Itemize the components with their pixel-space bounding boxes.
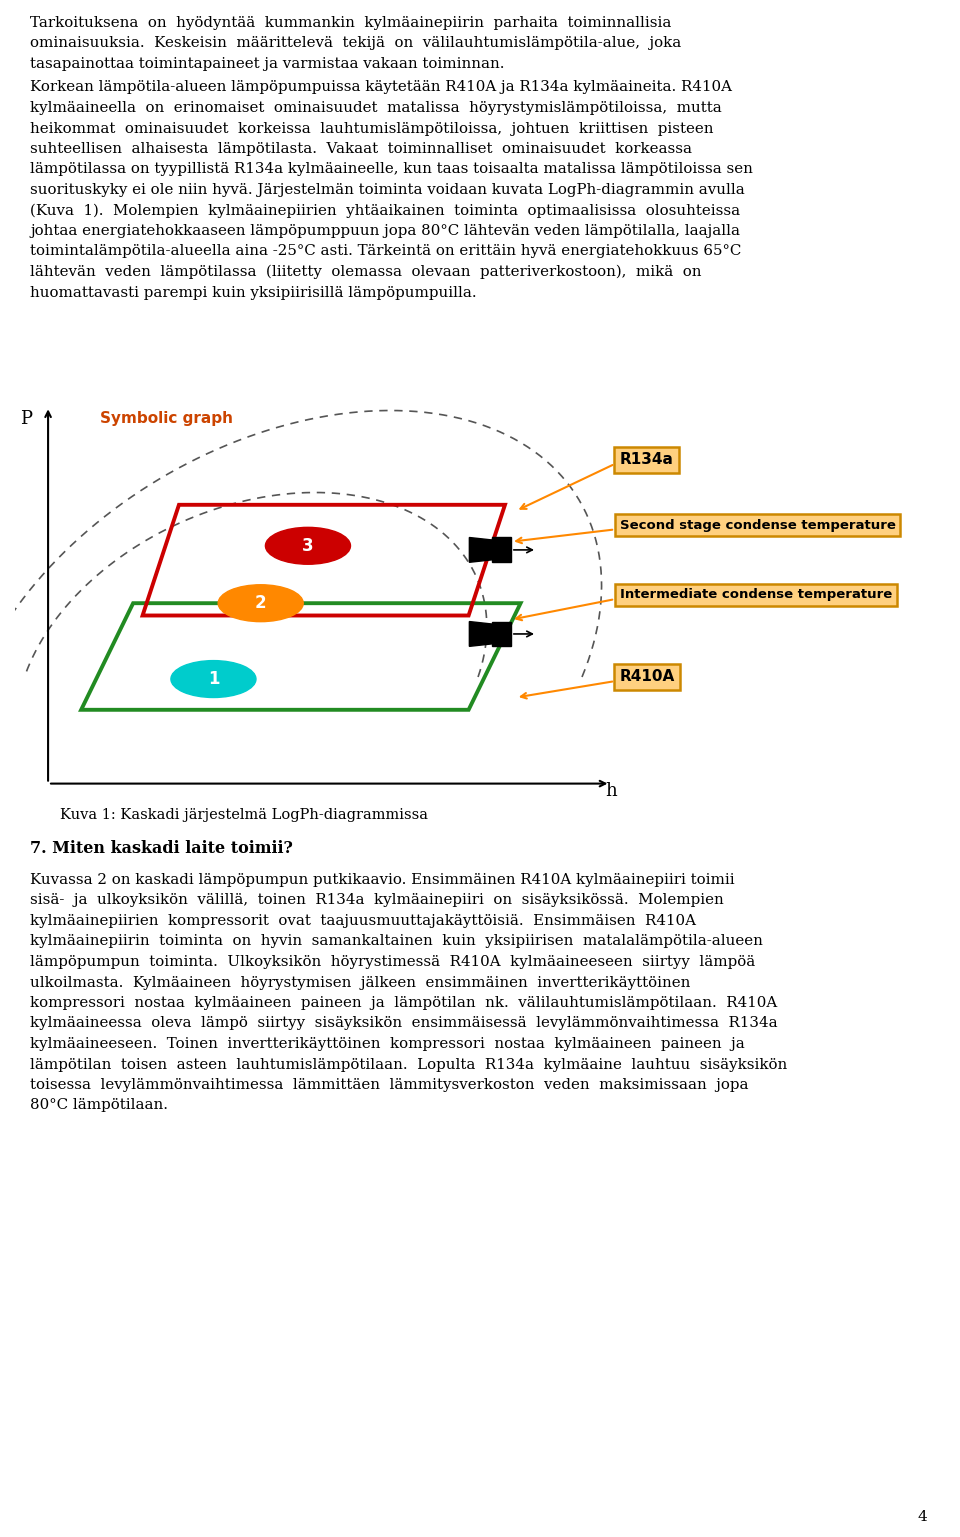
Text: R410A: R410A (620, 670, 675, 684)
Text: sisä-  ja  ulkoyksikön  välillä,  toinen  R134a  kylmäainepiiri  on  sisäyksikös: sisä- ja ulkoyksikön välillä, toinen R13… (30, 893, 724, 907)
Text: heikommat  ominaisuudet  korkeissa  lauhtumislämpötiloissa,  johtuen  kriittisen: heikommat ominaisuudet korkeissa lauhtum… (30, 121, 713, 135)
Text: 1: 1 (207, 670, 219, 689)
Text: toimintalämpötila-alueella aina -25°C asti. Tärkeintä on erittäin hyvä energiate: toimintalämpötila-alueella aina -25°C as… (30, 244, 741, 258)
Text: johtaa energiatehokkaaseen lämpöpumppuun jopa 80°C lähtevän veden lämpötilalla, : johtaa energiatehokkaaseen lämpöpumppuun… (30, 224, 740, 238)
Text: toisessa  levylämmönvaihtimessa  lämmittäen  lämmitysverkoston  veden  maksimiss: toisessa levylämmönvaihtimessa lämmittäe… (30, 1077, 749, 1091)
Text: R134a: R134a (620, 452, 674, 467)
Text: Korkean lämpötila-alueen lämpöpumpuissa käytetään R410A ja R134a kylmäaineita. R: Korkean lämpötila-alueen lämpöpumpuissa … (30, 80, 732, 94)
Text: (Kuva  1).  Molempien  kylmäainepiirien  yhtäaikainen  toiminta  optimaalisissa : (Kuva 1). Molempien kylmäainepiirien yht… (30, 203, 740, 218)
Text: P: P (20, 410, 32, 429)
Text: lämpötilan  toisen  asteen  lauhtumislämpötilaan.  Lopulta  R134a  kylmäaine  la: lämpötilan toisen asteen lauhtumislämpöt… (30, 1057, 787, 1071)
Text: suhteellisen  alhaisesta  lämpötilasta.  Vakaat  toiminnalliset  ominaisuudet  k: suhteellisen alhaisesta lämpötilasta. Va… (30, 141, 692, 155)
Text: lämpöpumpun  toiminta.  Ulkoyksikön  höyrystimessä  R410A  kylmäaineeseen  siirt: lämpöpumpun toiminta. Ulkoyksikön höyrys… (30, 954, 756, 968)
Text: kylmäaineeseen.  Toinen  invertterikäyttöinen  kompressori  nostaa  kylmäaineen : kylmäaineeseen. Toinen invertterikäyttöi… (30, 1037, 745, 1051)
Text: ulkoilmasta.  Kylmäaineen  höyrystymisen  jälkeen  ensimmäinen  invertterikäyttö: ulkoilmasta. Kylmäaineen höyrystymisen j… (30, 976, 690, 990)
Text: 7. Miten kaskadi laite toimii?: 7. Miten kaskadi laite toimii? (30, 841, 293, 858)
Text: Second stage condense temperature: Second stage condense temperature (620, 520, 896, 532)
Circle shape (265, 527, 350, 564)
Circle shape (218, 584, 303, 621)
Text: 80°C lämpötilaan.: 80°C lämpötilaan. (30, 1099, 168, 1113)
Polygon shape (469, 621, 492, 647)
Text: kylmäainepiirien  kompressorit  ovat  taajuusmuuttajakäyttöisiä.  Ensimmäisen  R: kylmäainepiirien kompressorit ovat taaju… (30, 915, 696, 928)
Circle shape (171, 661, 256, 698)
Text: kylmäainepiirin  toiminta  on  hyvin  samankaltainen  kuin  yksipiirisen  matala: kylmäainepiirin toiminta on hyvin samank… (30, 934, 763, 948)
Text: 3: 3 (302, 536, 314, 555)
Text: kylmäaineella  on  erinomaiset  ominaisuudet  matalissa  höyrystymislämpötiloiss: kylmäaineella on erinomaiset ominaisuude… (30, 101, 722, 115)
Text: ominaisuuksia.  Keskeisin  määrittelevä  tekijä  on  välilauhtumislämpötila-alue: ominaisuuksia. Keskeisin määrittelevä te… (30, 37, 682, 51)
Polygon shape (492, 538, 511, 563)
Text: kylmäaineessa  oleva  lämpö  siirtyy  sisäyksikön  ensimmäisessä  levylämmönvaih: kylmäaineessa oleva lämpö siirtyy sisäyk… (30, 1016, 778, 1030)
Text: Tarkoituksena  on  hyödyntää  kummankin  kylmäainepiirin  parhaita  toiminnallis: Tarkoituksena on hyödyntää kummankin kyl… (30, 15, 671, 31)
Text: lähtevän  veden  lämpötilassa  (liitetty  olemassa  olevaan  patteriverkostoon),: lähtevän veden lämpötilassa (liitetty ol… (30, 264, 702, 280)
Text: h: h (606, 782, 617, 799)
Text: tasapainottaa toimintapaineet ja varmistaa vakaan toiminnan.: tasapainottaa toimintapaineet ja varmist… (30, 57, 505, 71)
Polygon shape (469, 538, 492, 563)
Text: kompressori  nostaa  kylmäaineen  paineen  ja  lämpötilan  nk.  välilauhtumisläm: kompressori nostaa kylmäaineen paineen j… (30, 996, 778, 1010)
Text: Kuva 1: Kaskadi järjestelmä LogPh-diagrammissa: Kuva 1: Kaskadi järjestelmä LogPh-diagra… (60, 808, 428, 822)
Text: 4: 4 (918, 1509, 927, 1525)
Text: Kuvassa 2 on kaskadi lämpöpumpun putkikaavio. Ensimmäinen R410A kylmäainepiiri t: Kuvassa 2 on kaskadi lämpöpumpun putkika… (30, 873, 734, 887)
Text: Intermediate condense temperature: Intermediate condense temperature (620, 589, 892, 601)
Text: suorituskyky ei ole niin hyvä. Järjestelmän toiminta voidaan kuvata LogPh-diagra: suorituskyky ei ole niin hyvä. Järjestel… (30, 183, 745, 197)
Polygon shape (492, 621, 511, 647)
Text: Symbolic graph: Symbolic graph (100, 410, 233, 426)
Text: 2: 2 (255, 595, 267, 612)
Text: lämpötilassa on tyypillistä R134a kylmäaineelle, kun taas toisaalta matalissa lä: lämpötilassa on tyypillistä R134a kylmäa… (30, 163, 753, 177)
Text: huomattavasti parempi kuin yksipiirisillä lämpöpumpuilla.: huomattavasti parempi kuin yksipiirisill… (30, 286, 476, 300)
